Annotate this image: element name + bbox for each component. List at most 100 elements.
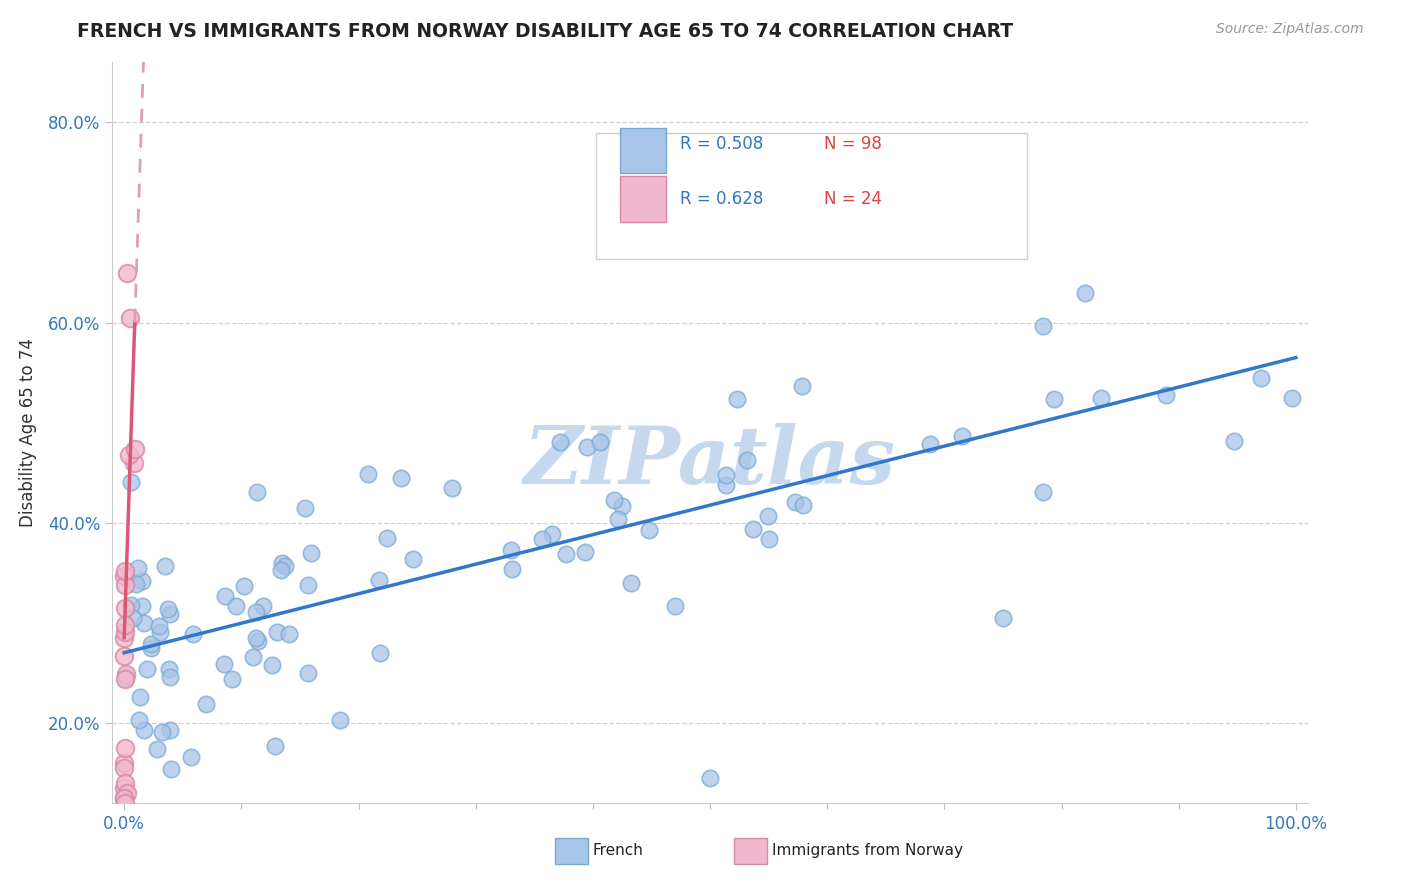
Point — [180, 750, 202, 764]
Point — [725, 392, 748, 407]
Point — [501, 562, 523, 576]
Point — [117, 448, 139, 462]
Point — [1154, 388, 1177, 402]
Point — [150, 725, 173, 739]
Point — [246, 484, 269, 499]
Point — [368, 646, 391, 660]
Point — [128, 713, 150, 727]
Point — [664, 599, 686, 613]
Point — [792, 498, 814, 512]
Point — [554, 547, 576, 561]
Point — [1090, 391, 1112, 405]
Text: Source: ZipAtlas.com: Source: ZipAtlas.com — [1216, 22, 1364, 37]
Point — [575, 440, 598, 454]
Point — [1074, 285, 1097, 300]
Bar — [620, 128, 666, 173]
Point — [115, 670, 138, 684]
Text: N = 24: N = 24 — [824, 190, 882, 209]
Point — [550, 435, 572, 450]
Point — [588, 435, 610, 450]
Point — [245, 605, 267, 619]
Point — [214, 590, 236, 604]
Point — [118, 311, 141, 326]
Point — [159, 607, 181, 621]
Point — [501, 543, 523, 558]
Point — [114, 776, 136, 790]
Point — [1032, 485, 1054, 500]
Point — [159, 670, 181, 684]
Text: Immigrants from Norway: Immigrants from Norway — [772, 844, 963, 858]
Point — [610, 499, 633, 513]
Point — [242, 650, 264, 665]
Point — [402, 552, 425, 566]
Point — [114, 578, 136, 592]
Point — [139, 637, 162, 651]
Point — [114, 796, 136, 810]
Point — [278, 627, 301, 641]
Point — [756, 509, 779, 524]
Text: ZIPatlas: ZIPatlas — [524, 424, 896, 501]
Point — [160, 763, 183, 777]
Point — [112, 756, 135, 770]
Point — [742, 522, 765, 536]
Point — [1043, 392, 1066, 406]
Point — [714, 468, 737, 483]
Point — [134, 615, 156, 630]
Point — [714, 477, 737, 491]
Point — [606, 512, 628, 526]
Point — [245, 631, 267, 645]
Point — [252, 599, 274, 613]
Point — [131, 574, 153, 589]
Circle shape — [624, 196, 662, 220]
Point — [574, 545, 596, 559]
Point — [329, 714, 352, 728]
Point — [114, 617, 136, 632]
Point — [260, 657, 283, 672]
Point — [357, 467, 380, 481]
Point — [115, 266, 138, 280]
Point — [299, 546, 322, 560]
Point — [114, 625, 136, 640]
Point — [181, 627, 204, 641]
Point — [124, 442, 146, 457]
Point — [699, 771, 721, 785]
Point — [120, 598, 142, 612]
Point — [758, 532, 780, 546]
Point — [159, 723, 181, 737]
Point — [530, 532, 553, 546]
Point — [129, 690, 152, 704]
Point — [131, 599, 153, 614]
Point — [271, 557, 294, 571]
Point — [603, 492, 626, 507]
Point — [115, 786, 138, 800]
Point — [991, 610, 1014, 624]
Point — [120, 475, 142, 489]
Point — [294, 501, 316, 516]
Y-axis label: Disability Age 65 to 74: Disability Age 65 to 74 — [20, 338, 37, 527]
Point — [950, 428, 973, 442]
Point — [148, 625, 170, 640]
Text: R = 0.628: R = 0.628 — [681, 190, 763, 209]
Point — [375, 531, 398, 545]
Point — [112, 790, 135, 805]
Point — [112, 780, 135, 795]
Point — [112, 568, 135, 582]
Point — [221, 672, 243, 686]
Point — [1281, 392, 1303, 406]
Point — [139, 640, 162, 655]
Point — [274, 559, 297, 574]
Point — [263, 739, 285, 754]
Point — [153, 558, 176, 573]
Point — [114, 564, 136, 578]
Point — [157, 602, 180, 616]
Point — [270, 563, 292, 577]
Point — [735, 452, 758, 467]
Point — [638, 523, 661, 537]
Bar — [734, 838, 768, 864]
Point — [112, 632, 135, 646]
Point — [620, 576, 643, 591]
Point — [297, 665, 319, 680]
Bar — [620, 176, 666, 221]
Point — [1250, 370, 1272, 384]
Point — [225, 599, 247, 613]
